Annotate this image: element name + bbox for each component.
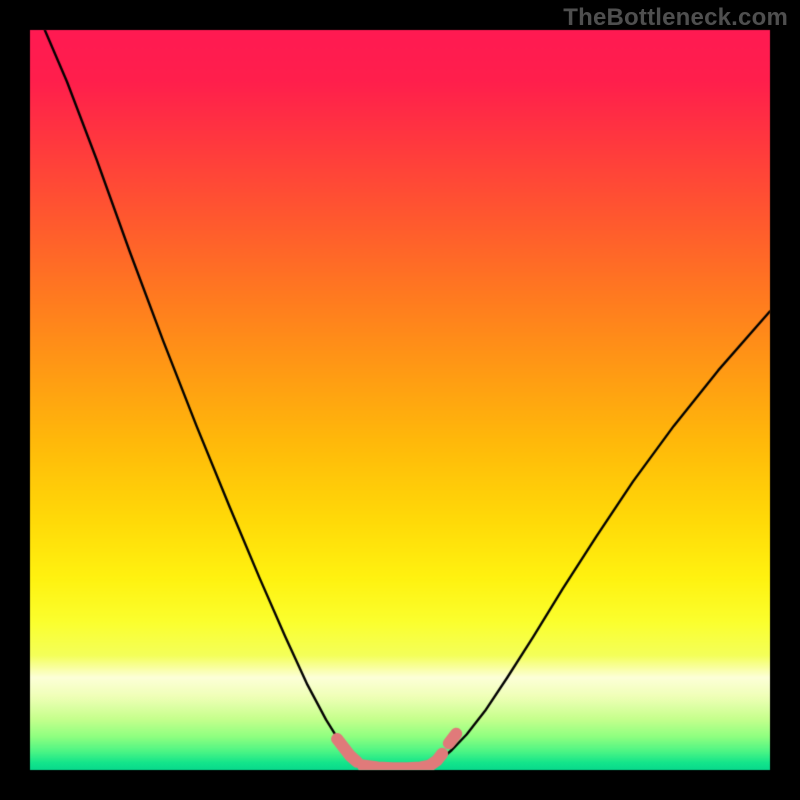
curve-canvas xyxy=(0,0,800,800)
chart-stage: TheBottleneck.com xyxy=(0,0,800,800)
watermark-text: TheBottleneck.com xyxy=(563,4,788,32)
